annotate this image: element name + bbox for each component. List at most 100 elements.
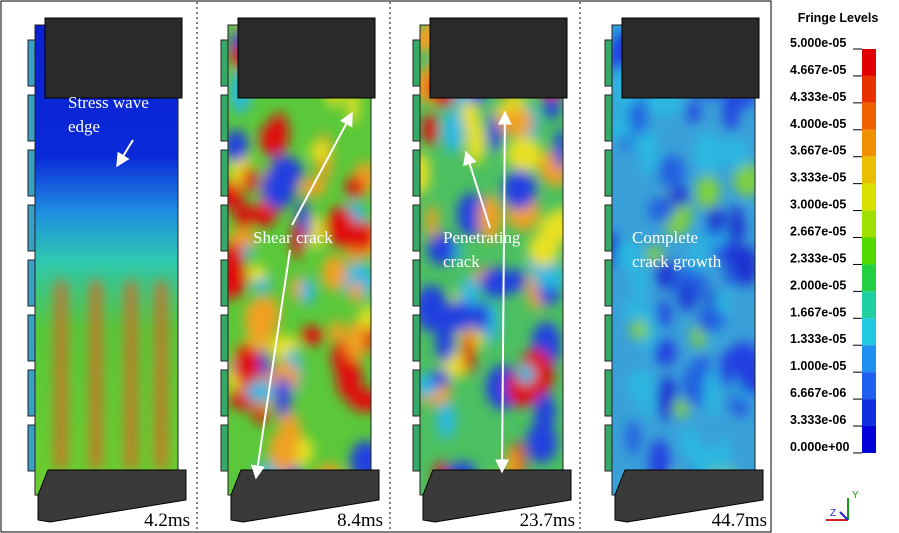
blob (687, 101, 700, 123)
blob (693, 132, 724, 174)
stripe (90, 280, 102, 470)
legend-swatch (862, 157, 876, 184)
blob (471, 302, 489, 332)
annotation: edge (68, 117, 100, 136)
legend-level: 3.000e-05 (790, 198, 846, 212)
top-block (430, 18, 567, 98)
axis-triad: Y Z (826, 490, 859, 520)
blob (300, 326, 324, 345)
blob (673, 400, 690, 418)
legend-swatch (862, 372, 876, 399)
blob (266, 296, 280, 332)
blob (695, 175, 720, 209)
blob (526, 422, 557, 463)
legend-level: 2.333e-05 (790, 251, 846, 265)
stripe (125, 280, 137, 470)
annotation: crack growth (632, 252, 722, 271)
top-block (238, 18, 375, 98)
blob (679, 284, 694, 312)
legend-level: 3.333e-05 (790, 171, 846, 185)
time-label: 44.7ms (712, 510, 767, 531)
blob (654, 339, 676, 366)
blob (442, 109, 464, 153)
blob (449, 308, 464, 325)
panel (407, 9, 579, 522)
blob (349, 282, 363, 303)
legend-level: 5.000e-05 (790, 36, 846, 50)
legend-swatch (862, 399, 876, 426)
blob (271, 156, 303, 187)
blob (260, 122, 285, 156)
blob (554, 129, 567, 170)
blob (480, 267, 513, 298)
blob (462, 330, 475, 374)
page: Fringe Levels 5.000e-05 4.667e-05 4.333e-0… (0, 0, 899, 533)
annotation: Stress wave (68, 93, 149, 112)
blob (506, 138, 542, 169)
blob (728, 396, 742, 413)
legend-level: 2.667e-05 (790, 225, 846, 239)
blob (322, 255, 347, 291)
legend: Fringe Levels 5.000e-05 4.667e-05 4.333e-0… (790, 11, 878, 454)
blob (544, 208, 579, 243)
blob (621, 301, 647, 318)
blob (640, 130, 658, 175)
blob (349, 389, 383, 412)
blob (696, 307, 724, 335)
blob (639, 390, 654, 417)
blob (648, 197, 674, 224)
annotation: crack (443, 252, 480, 271)
blob (437, 400, 456, 439)
legend-swatch (862, 345, 876, 372)
legend-swatch (862, 130, 876, 157)
legend-level: 6.667e-06 (790, 386, 846, 400)
stripe (55, 280, 67, 470)
time-label: 23.7ms (520, 510, 575, 531)
annotation: Complete (632, 228, 698, 247)
blob (626, 421, 641, 456)
legend-swatch (862, 264, 876, 291)
legend-swatch (862, 211, 876, 238)
blob (430, 370, 450, 387)
blob (704, 369, 721, 416)
blob (300, 277, 315, 305)
blob (234, 201, 251, 229)
legend-swatch (862, 426, 876, 453)
legend-swatch (862, 76, 876, 103)
time-label: 8.4ms (337, 510, 383, 531)
legend-level: 3.333e-06 (790, 413, 846, 427)
blob (422, 113, 438, 145)
annotation: Penetrating (443, 228, 521, 247)
blob (658, 155, 686, 187)
blob (725, 220, 746, 236)
panel (215, 5, 386, 522)
blob (309, 142, 330, 160)
legend-title: Fringe Levels (798, 11, 879, 25)
blob (658, 376, 677, 421)
blob (534, 265, 566, 289)
blob (707, 205, 724, 232)
legend-level: 1.667e-05 (790, 305, 846, 319)
blob (359, 306, 377, 330)
legend-swatch (862, 49, 876, 76)
blob (503, 170, 536, 210)
legend-level: 3.667e-05 (790, 144, 846, 158)
legend-swatch (862, 184, 876, 211)
figure: Fringe Levels 5.000e-05 4.667e-05 4.333e-0… (0, 0, 899, 533)
triad-y: Y (852, 490, 859, 501)
legend-swatch (862, 103, 876, 130)
annotation: Shear crack (253, 228, 333, 247)
blob (346, 175, 364, 199)
top-block (622, 18, 759, 98)
blob (726, 342, 762, 375)
blob (518, 364, 535, 385)
blob (269, 429, 298, 473)
blob (242, 166, 257, 193)
blob (630, 320, 648, 340)
legend-level: 4.667e-05 (790, 63, 846, 77)
blob (329, 320, 344, 343)
legend-swatch (862, 291, 876, 318)
legend-level: 4.333e-05 (790, 90, 846, 104)
blob (247, 265, 267, 282)
blob (275, 376, 291, 417)
